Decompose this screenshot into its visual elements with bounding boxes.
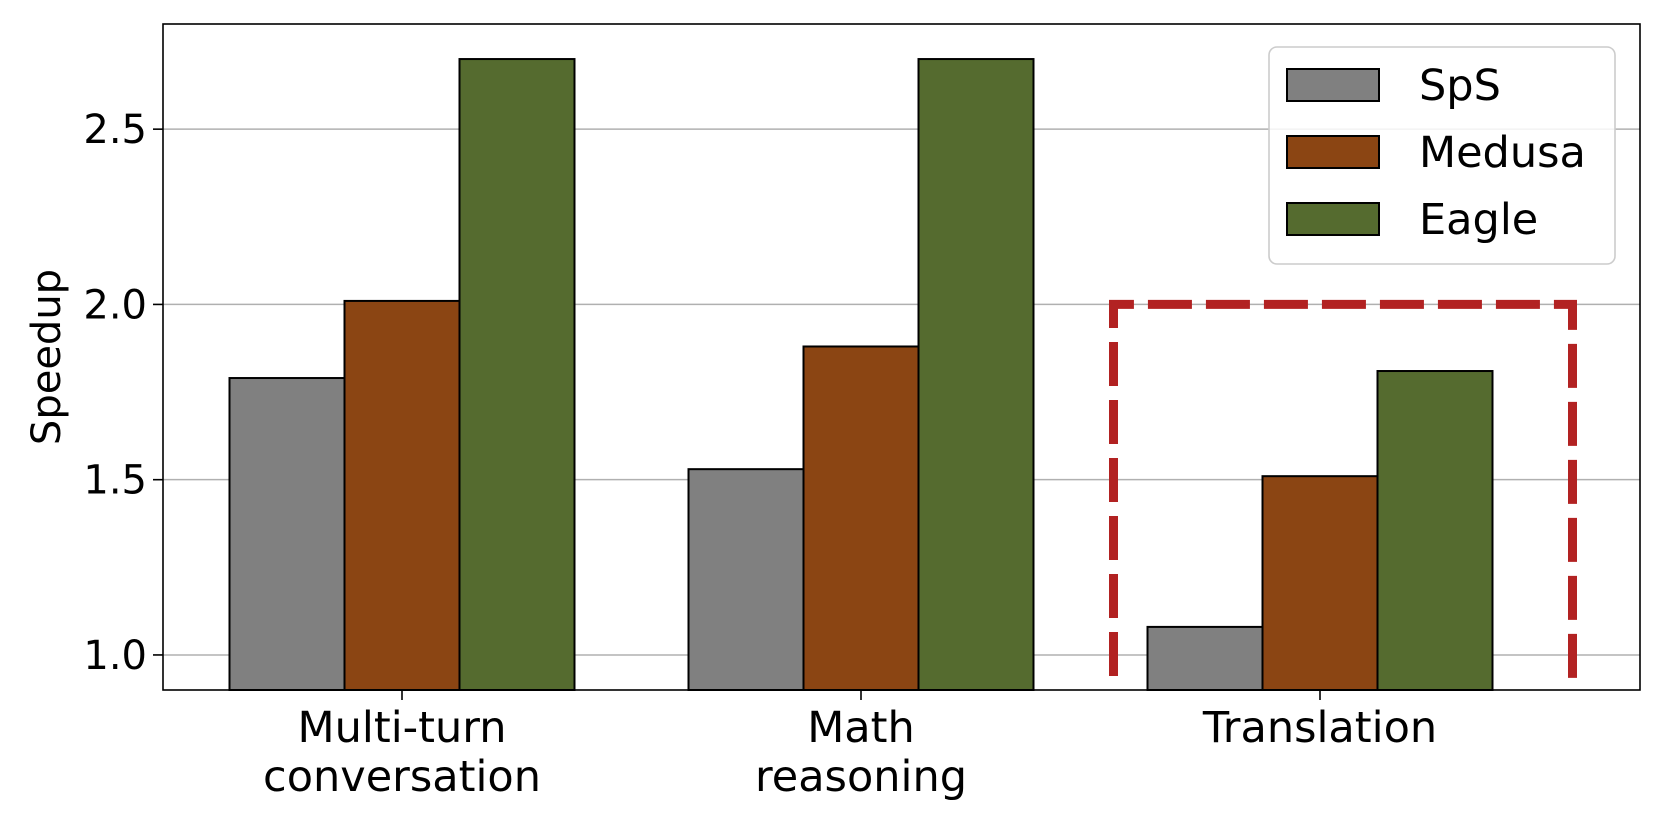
bar-sps-3: [1146, 625, 1264, 692]
x-axis: Multi-turn conversation Math reasoning Trans…: [263, 690, 1437, 802]
bar-eagle-3: [1376, 370, 1494, 691]
y-tick-label: 2.0: [83, 282, 147, 328]
highlight-dashed-box: [1109, 299, 1577, 690]
y-tick-label: 2.5: [83, 107, 147, 153]
legend-label-medusa: Medusa: [1419, 128, 1586, 178]
bar-medusa-2: [802, 345, 920, 691]
bar-medusa-3: [1261, 475, 1379, 692]
bars: [228, 58, 1494, 692]
plot-frame: [162, 23, 1641, 691]
legend-label-sps: SpS: [1419, 61, 1501, 111]
y-tick-label: 1.5: [83, 458, 147, 504]
y-axis-label: Speedup: [24, 269, 70, 445]
bar-eagle-2: [917, 58, 1035, 692]
y-axis: 1.0 1.5 2.0 2.5: [83, 107, 163, 679]
x-tick-label: Multi-turn conversation: [263, 703, 541, 802]
x-tick-label: Math reasoning: [755, 703, 967, 802]
legend: SpS Medusa Eagle: [1268, 46, 1616, 265]
bar-sps-1: [228, 377, 346, 691]
legend-swatch-eagle: [1286, 202, 1380, 236]
bar-sps-2: [687, 468, 805, 691]
y-tick-label: 1.0: [83, 633, 147, 679]
highlight-box: [1109, 299, 1577, 690]
bar-medusa-1: [343, 299, 461, 691]
legend-swatch-sps: [1286, 68, 1380, 102]
bar-eagle-1: [458, 58, 576, 692]
x-tick-label: Translation: [1202, 703, 1437, 753]
legend-label-eagle: Eagle: [1419, 195, 1538, 245]
legend-swatch-medusa: [1286, 135, 1380, 169]
